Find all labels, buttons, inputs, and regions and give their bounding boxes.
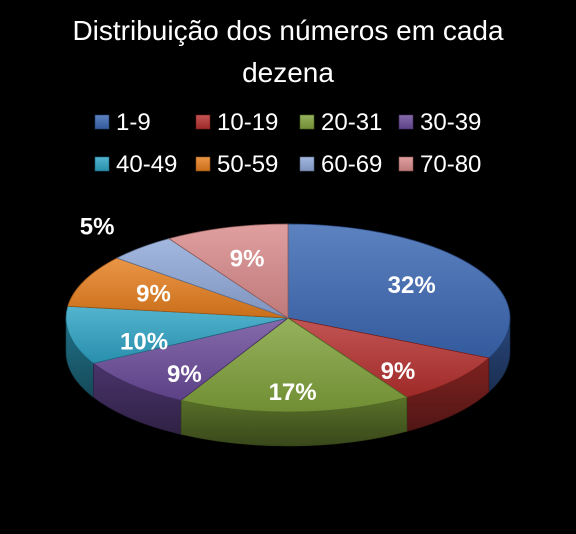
data-label-60-69: 5% bbox=[80, 213, 115, 240]
pie-slice-40-49 bbox=[65, 305, 289, 364]
data-label-50-59: 9% bbox=[136, 280, 171, 307]
pie-slice-70-80 bbox=[168, 223, 289, 319]
legend-label: 40-49 bbox=[116, 151, 177, 178]
legend-item-60-69: 60-69 bbox=[299, 151, 382, 178]
pie-slice-10-19 bbox=[287, 317, 490, 398]
legend-swatch bbox=[195, 156, 211, 172]
legend-label: 30-39 bbox=[420, 109, 481, 136]
pie-slice-1-9 bbox=[287, 223, 511, 359]
pie-slice-50-59 bbox=[67, 257, 289, 319]
legend-label: 20-31 bbox=[321, 109, 382, 136]
legend-swatch bbox=[398, 114, 414, 130]
data-labels: 32% 9% 17% 9% 10% 9% 5% 9% bbox=[80, 213, 436, 406]
legend-swatch bbox=[94, 156, 110, 172]
data-label-10-19: 9% bbox=[381, 358, 416, 385]
pie-slice-20-31 bbox=[180, 317, 408, 413]
legend-swatch bbox=[94, 114, 110, 130]
chart-title-line-1: Distribuição dos números em cada bbox=[72, 15, 504, 46]
data-label-40-49: 10% bbox=[120, 329, 168, 356]
legend-item-40-49: 40-49 bbox=[94, 151, 177, 178]
legend-swatch bbox=[398, 156, 414, 172]
legend-label: 70-80 bbox=[420, 151, 481, 178]
legend-swatch bbox=[299, 156, 315, 172]
legend-item-30-39: 30-39 bbox=[398, 109, 481, 136]
data-label-70-80: 9% bbox=[230, 245, 265, 272]
data-label-30-39: 9% bbox=[167, 361, 202, 388]
legend-item-50-59: 50-59 bbox=[195, 151, 278, 178]
chart-title: Distribuição dos números em cada dezena bbox=[72, 15, 504, 88]
chart-title-line-2: dezena bbox=[242, 57, 334, 88]
legend-label: 60-69 bbox=[321, 151, 382, 178]
pie-slices bbox=[65, 223, 511, 447]
legend: 1-9 10-19 20-31 30-39 40-49 50-59 60-69 70-80 bbox=[94, 109, 481, 178]
legend-label: 10-19 bbox=[217, 109, 278, 136]
data-label-20-31: 17% bbox=[269, 379, 317, 406]
legend-swatch bbox=[195, 114, 211, 130]
legend-item-10-19: 10-19 bbox=[195, 109, 278, 136]
legend-item-1-9: 1-9 bbox=[94, 109, 151, 136]
legend-label: 50-59 bbox=[217, 151, 278, 178]
legend-label: 1-9 bbox=[116, 109, 151, 136]
legend-item-70-80: 70-80 bbox=[398, 151, 481, 178]
pie-slice-30-39 bbox=[92, 317, 289, 401]
legend-item-20-31: 20-31 bbox=[299, 109, 382, 136]
legend-swatch bbox=[299, 114, 315, 130]
data-label-1-9: 32% bbox=[388, 272, 436, 299]
